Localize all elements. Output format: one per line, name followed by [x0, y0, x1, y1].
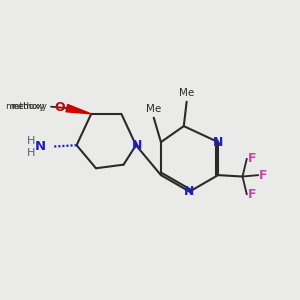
Polygon shape [66, 104, 91, 114]
Text: F: F [248, 152, 256, 165]
Text: O: O [55, 101, 65, 114]
Text: Me: Me [179, 88, 194, 98]
Text: Me: Me [146, 104, 161, 114]
Text: N: N [34, 140, 46, 153]
Text: methoxy: methoxy [5, 102, 45, 111]
Text: F: F [248, 188, 256, 201]
Text: N: N [184, 185, 195, 198]
Text: H: H [26, 136, 35, 146]
Text: N: N [132, 139, 142, 152]
Text: H: H [26, 148, 35, 158]
Text: F: F [259, 169, 268, 182]
Text: methoxy: methoxy [11, 102, 48, 111]
Text: N: N [213, 136, 223, 148]
